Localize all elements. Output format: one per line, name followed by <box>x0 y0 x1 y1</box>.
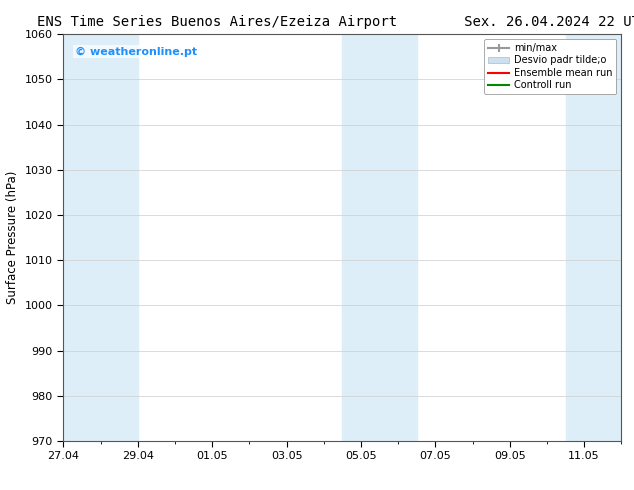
Bar <box>342 34 417 441</box>
Y-axis label: Surface Pressure (hPa): Surface Pressure (hPa) <box>6 171 19 304</box>
Bar <box>566 34 621 441</box>
Title: ENS Time Series Buenos Aires/Ezeiza Airport        Sex. 26.04.2024 22 UTC: ENS Time Series Buenos Aires/Ezeiza Airp… <box>37 15 634 29</box>
Text: © weatheronline.pt: © weatheronline.pt <box>75 47 197 56</box>
Bar <box>63 34 138 441</box>
Legend: min/max, Desvio padr tilde;o, Ensemble mean run, Controll run: min/max, Desvio padr tilde;o, Ensemble m… <box>484 39 616 94</box>
